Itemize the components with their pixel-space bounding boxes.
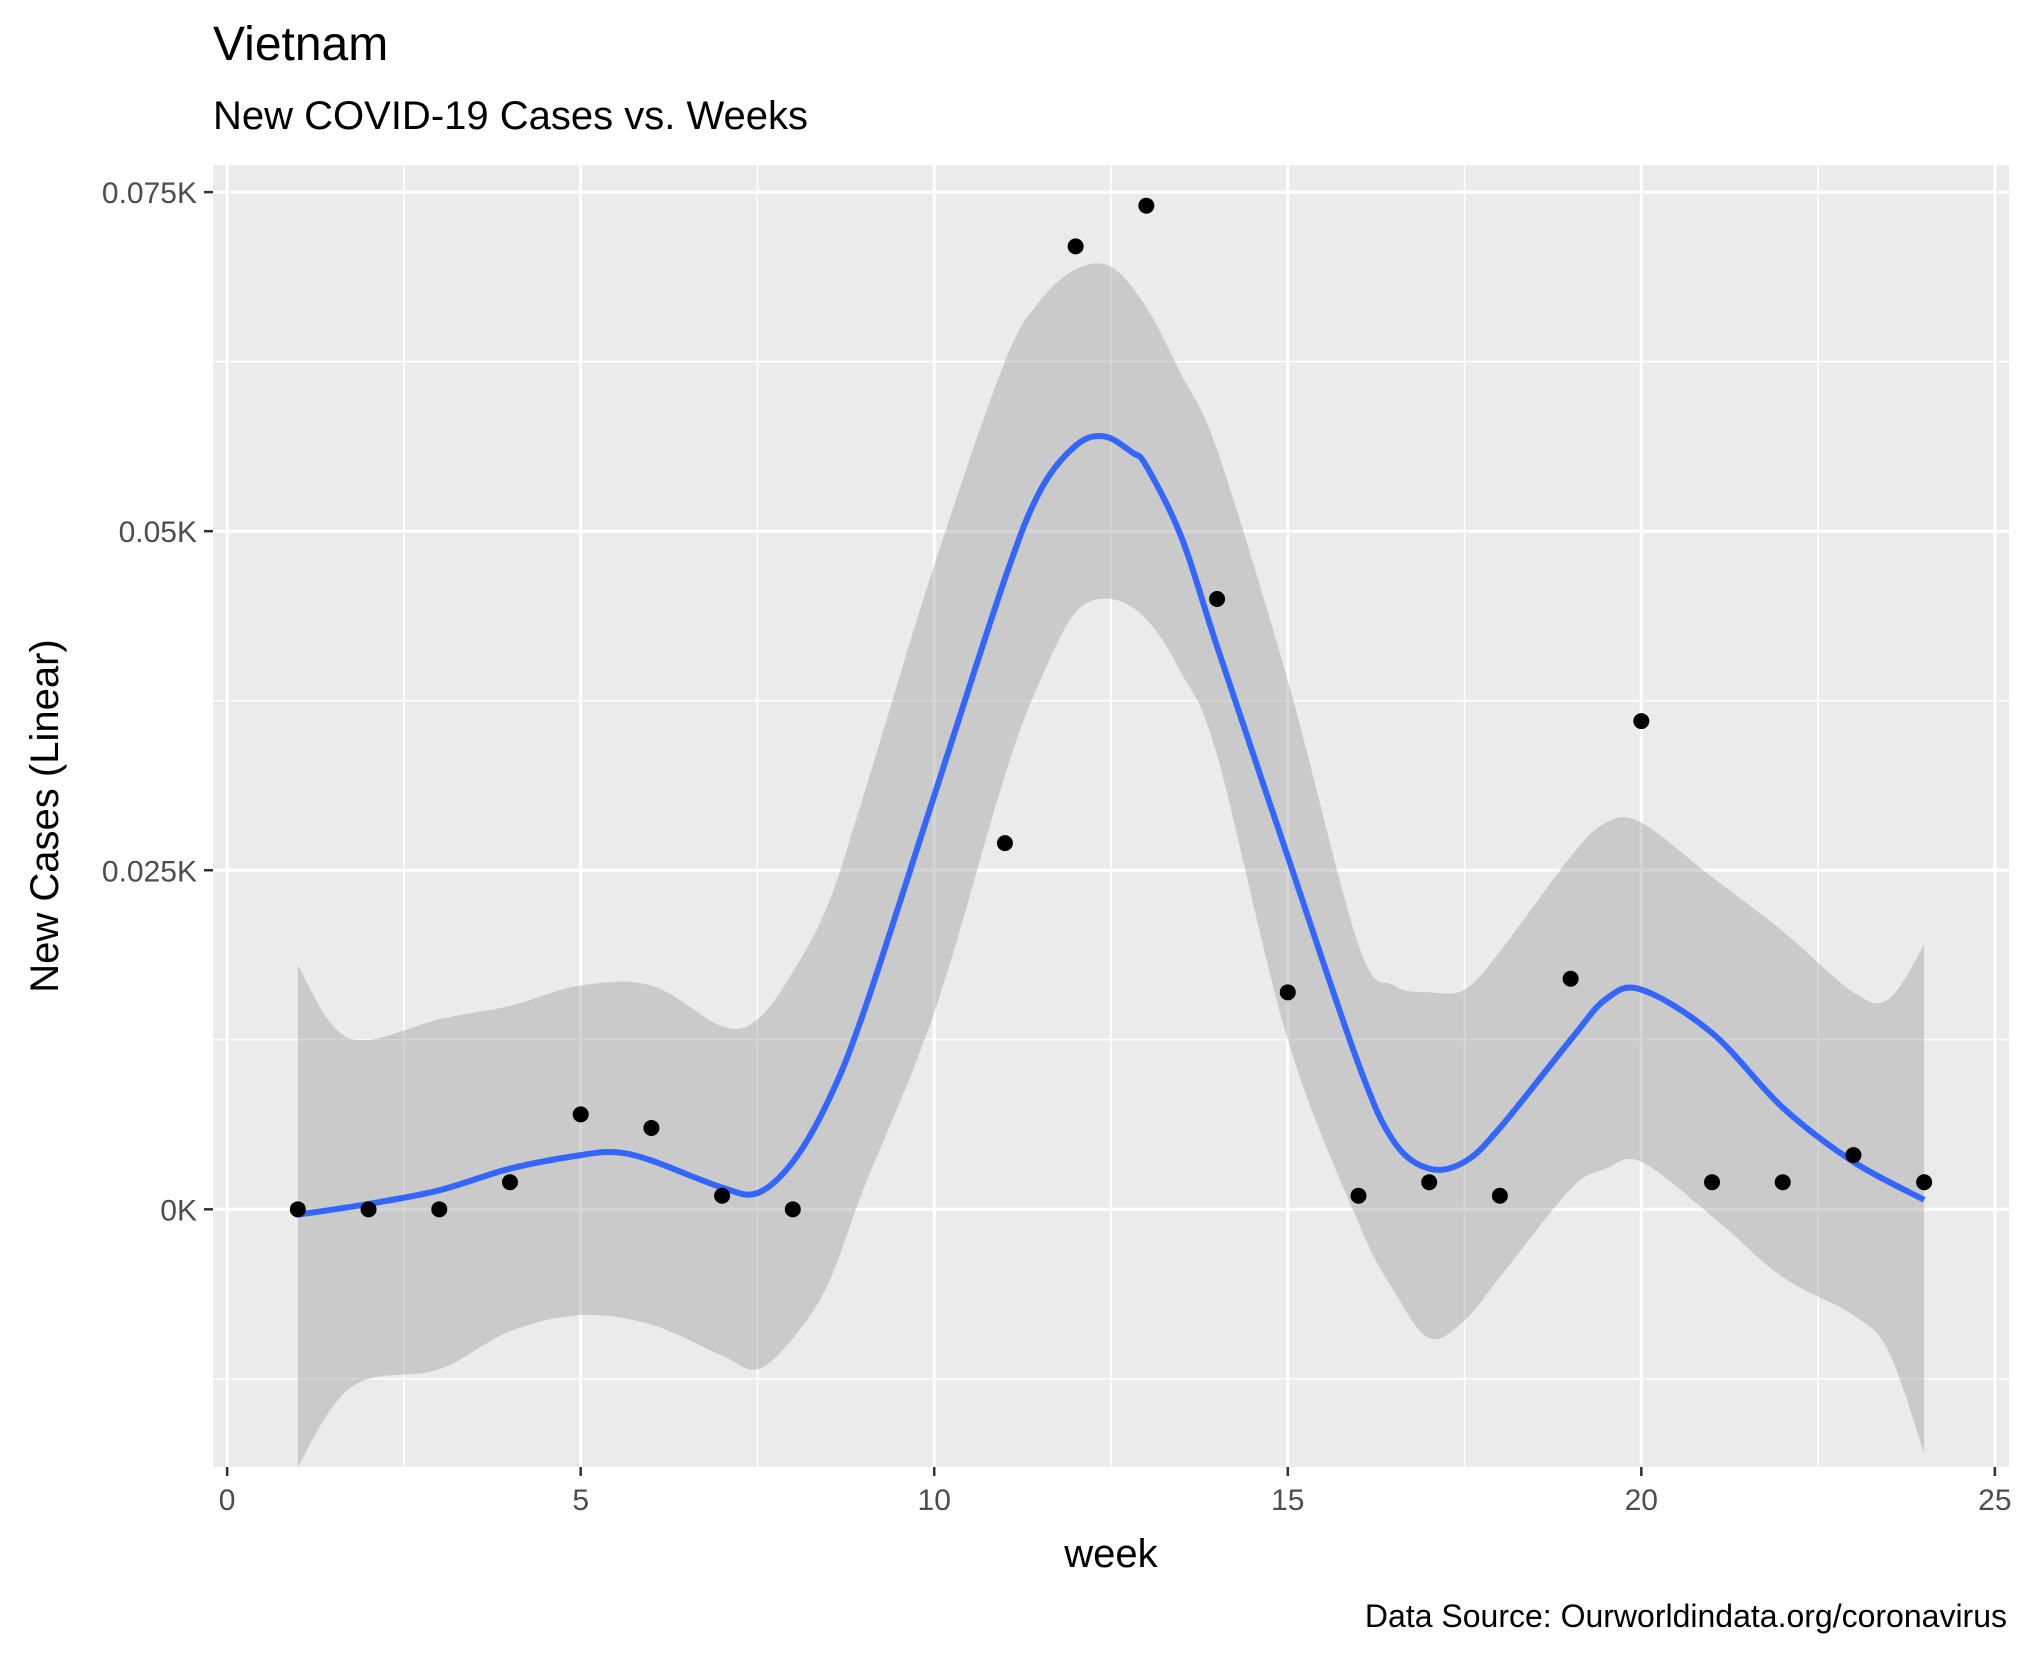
data-point <box>1209 591 1226 607</box>
data-point <box>1491 1187 1508 1204</box>
confidence-ribbon <box>297 263 1925 1467</box>
x-tick-label: 0 <box>219 1484 236 1517</box>
chart-title: Vietnam <box>213 18 388 71</box>
x-tick-label: 20 <box>1625 1484 1658 1517</box>
minor-gridlines <box>213 165 2009 1467</box>
x-tick-label: 5 <box>572 1484 589 1517</box>
x-tick-label: 10 <box>918 1484 951 1517</box>
data-point <box>1704 1174 1721 1191</box>
smooth-trend-line <box>297 432 1926 1218</box>
data-point <box>1774 1174 1791 1191</box>
data-point <box>1279 984 1296 1001</box>
data-point <box>643 1119 660 1136</box>
x-tick-label: 25 <box>1978 1484 2011 1517</box>
data-point <box>1350 1187 1367 1204</box>
data-point <box>1916 1174 1933 1191</box>
data-point <box>501 1174 518 1191</box>
data-point <box>572 1106 589 1123</box>
data-point <box>289 1201 306 1218</box>
y-tick-label: 0.05K <box>119 516 197 549</box>
data-points <box>289 197 1933 1218</box>
y-tick-label: 0.075K <box>102 177 197 210</box>
data-point <box>1845 1147 1862 1164</box>
data-point <box>1138 197 1155 214</box>
data-point <box>1562 970 1579 987</box>
data-point <box>1067 238 1084 255</box>
x-tick-label: 15 <box>1271 1484 1304 1517</box>
y-tick-label: 0K <box>160 1194 197 1227</box>
data-point <box>784 1201 801 1218</box>
chart-subtitle: New COVID-19 Cases vs. Weeks <box>213 94 808 138</box>
data-point <box>1633 713 1650 730</box>
y-axis: 0K 0.025K 0.05K 0.075K <box>102 177 213 1227</box>
x-axis-title: week <box>1063 1532 1158 1576</box>
data-point <box>714 1187 731 1204</box>
data-source-caption: Data Source: Ourworldindata.org/coronavi… <box>1365 1598 2007 1634</box>
major-gridlines <box>213 165 2009 1467</box>
data-point <box>360 1201 377 1218</box>
data-point <box>431 1201 448 1218</box>
data-point <box>996 835 1013 852</box>
y-axis-title: New Cases (Linear) <box>23 639 67 992</box>
data-point <box>1421 1174 1438 1191</box>
y-tick-label: 0.025K <box>102 855 197 888</box>
x-axis: 0 5 10 15 20 25 <box>219 1467 2012 1517</box>
